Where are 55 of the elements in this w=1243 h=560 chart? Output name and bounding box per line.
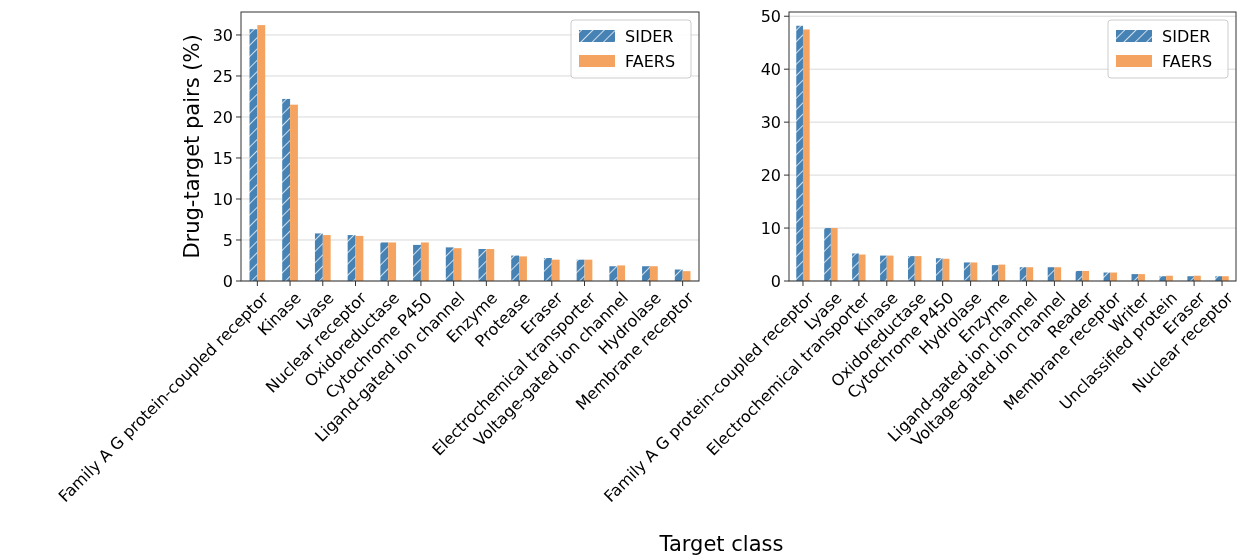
y-tick-label: 5 (222, 230, 233, 250)
bar (1054, 267, 1062, 281)
bar (380, 242, 389, 281)
bar (576, 259, 585, 281)
bar (642, 266, 650, 281)
bar (322, 235, 331, 281)
y-tick-label: 30 (212, 25, 233, 45)
bar (617, 265, 626, 281)
legend-label: SIDER (1162, 26, 1211, 46)
y-tick-label: 30 (760, 112, 781, 132)
bar (830, 228, 838, 281)
bar (796, 25, 803, 281)
bar (413, 244, 421, 281)
y-tick-label: 0 (222, 271, 233, 291)
legend-label: FAERS (1162, 51, 1213, 71)
bar (802, 29, 810, 281)
bar (852, 253, 859, 281)
bar (649, 266, 658, 281)
bar (1082, 270, 1090, 281)
legend-label: SIDER (625, 26, 674, 46)
bar (858, 254, 866, 281)
bar (314, 233, 323, 281)
bar (991, 265, 999, 281)
bar (880, 255, 887, 281)
legend-label: FAERS (625, 51, 676, 71)
y-tick-label: 25 (212, 66, 233, 86)
bar (347, 235, 356, 281)
y-tick-label: 20 (212, 107, 233, 127)
y-tick-label: 50 (760, 6, 781, 26)
bar (609, 266, 618, 281)
y-tick-label: 0 (770, 271, 781, 291)
bar (543, 258, 552, 281)
bar (511, 255, 520, 281)
bar (445, 247, 454, 281)
y-tick-label: 15 (212, 148, 233, 168)
bar (551, 259, 560, 281)
y-tick-label: 10 (760, 218, 781, 238)
bar (935, 258, 943, 281)
y-tick-label: 40 (760, 59, 781, 79)
y-axis-title: Drug-target pairs (%) (180, 34, 204, 259)
x-axis-title: Target class (658, 532, 784, 556)
bar (908, 256, 915, 281)
bar (1138, 274, 1145, 281)
bar (388, 242, 397, 281)
bar (282, 98, 291, 281)
y-tick-label: 20 (760, 165, 781, 185)
bar (824, 228, 831, 281)
bar (290, 104, 298, 281)
bar (486, 249, 495, 281)
bar (519, 256, 527, 281)
y-tick-label: 10 (212, 189, 233, 209)
bar (257, 25, 266, 281)
bar (1026, 267, 1034, 281)
bar (963, 262, 971, 281)
bar (420, 242, 429, 281)
